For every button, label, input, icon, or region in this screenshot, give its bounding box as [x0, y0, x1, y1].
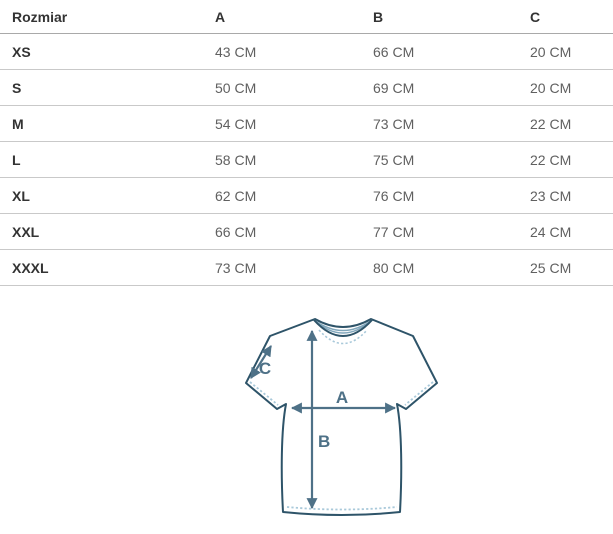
size-cell: XXL: [12, 223, 40, 240]
size-cell: M: [12, 115, 24, 132]
value-cell-a: 62 CM: [215, 187, 257, 204]
collar-band-edge: [313, 319, 373, 337]
size-cell: L: [12, 151, 21, 168]
measure-label-a: A: [336, 388, 348, 407]
value-cell-a: 54 CM: [215, 115, 257, 132]
value-cell-b: 75 CM: [373, 151, 415, 168]
value-cell-b: 69 CM: [373, 79, 415, 96]
table-row: M 54 CM 73 CM 22 CM: [0, 106, 613, 142]
table-row: XXXL 73 CM 80 CM 25 CM: [0, 250, 613, 286]
value-cell-b: 80 CM: [373, 259, 415, 276]
value-cell-c: 23 CM: [530, 187, 572, 204]
value-cell-b: 73 CM: [373, 115, 415, 132]
value-cell-c: 20 CM: [530, 43, 572, 60]
header-row: Rozmiar A B C: [0, 0, 613, 34]
table-row: XS 43 CM 66 CM 20 CM: [0, 34, 613, 70]
measure-label-b: B: [318, 432, 330, 451]
value-cell-a: 43 CM: [215, 43, 257, 60]
size-cell: XL: [12, 187, 30, 204]
value-cell-b: 77 CM: [373, 223, 415, 240]
header-size: Rozmiar: [0, 0, 203, 34]
value-cell-a: 50 CM: [215, 79, 257, 96]
value-cell-b: 66 CM: [373, 43, 415, 60]
left-cuff-stitch: [249, 381, 279, 406]
value-cell-a: 73 CM: [215, 259, 257, 276]
header-c: C: [518, 0, 613, 34]
value-cell-c: 22 CM: [530, 115, 572, 132]
value-cell-a: 66 CM: [215, 223, 257, 240]
table-row: XL 62 CM 76 CM 23 CM: [0, 178, 613, 214]
right-cuff-stitch: [404, 381, 434, 406]
table-row: S 50 CM 69 CM 20 CM: [0, 70, 613, 106]
value-cell-b: 76 CM: [373, 187, 415, 204]
size-cell: XXXL: [12, 259, 49, 276]
size-cell: XS: [12, 43, 31, 60]
collar-stitch-line: [318, 329, 368, 345]
measure-label-c: C: [259, 359, 271, 378]
size-table-header: Rozmiar A B C: [0, 0, 613, 34]
size-table: Rozmiar A B C XS 43 CM 66 CM 20 CM S 50 …: [0, 0, 613, 286]
value-cell-c: 22 CM: [530, 151, 572, 168]
value-cell-c: 20 CM: [530, 79, 572, 96]
value-cell-a: 58 CM: [215, 151, 257, 168]
tshirt-measurement-diagram: A B C: [245, 318, 438, 516]
tshirt-outline: [245, 318, 438, 516]
header-a: A: [203, 0, 361, 34]
table-row: L 58 CM 75 CM 22 CM: [0, 142, 613, 178]
table-row: XXL 66 CM 77 CM 24 CM: [0, 214, 613, 250]
size-table-body: XS 43 CM 66 CM 20 CM S 50 CM 69 CM 20 CM…: [0, 34, 613, 286]
header-b: B: [361, 0, 518, 34]
value-cell-c: 25 CM: [530, 259, 572, 276]
collar-rib-line: [313, 319, 373, 332]
hem-stitch: [286, 506, 398, 511]
measure-arrow-c: [250, 345, 272, 379]
size-cell: S: [12, 79, 22, 96]
value-cell-c: 24 CM: [530, 223, 572, 240]
